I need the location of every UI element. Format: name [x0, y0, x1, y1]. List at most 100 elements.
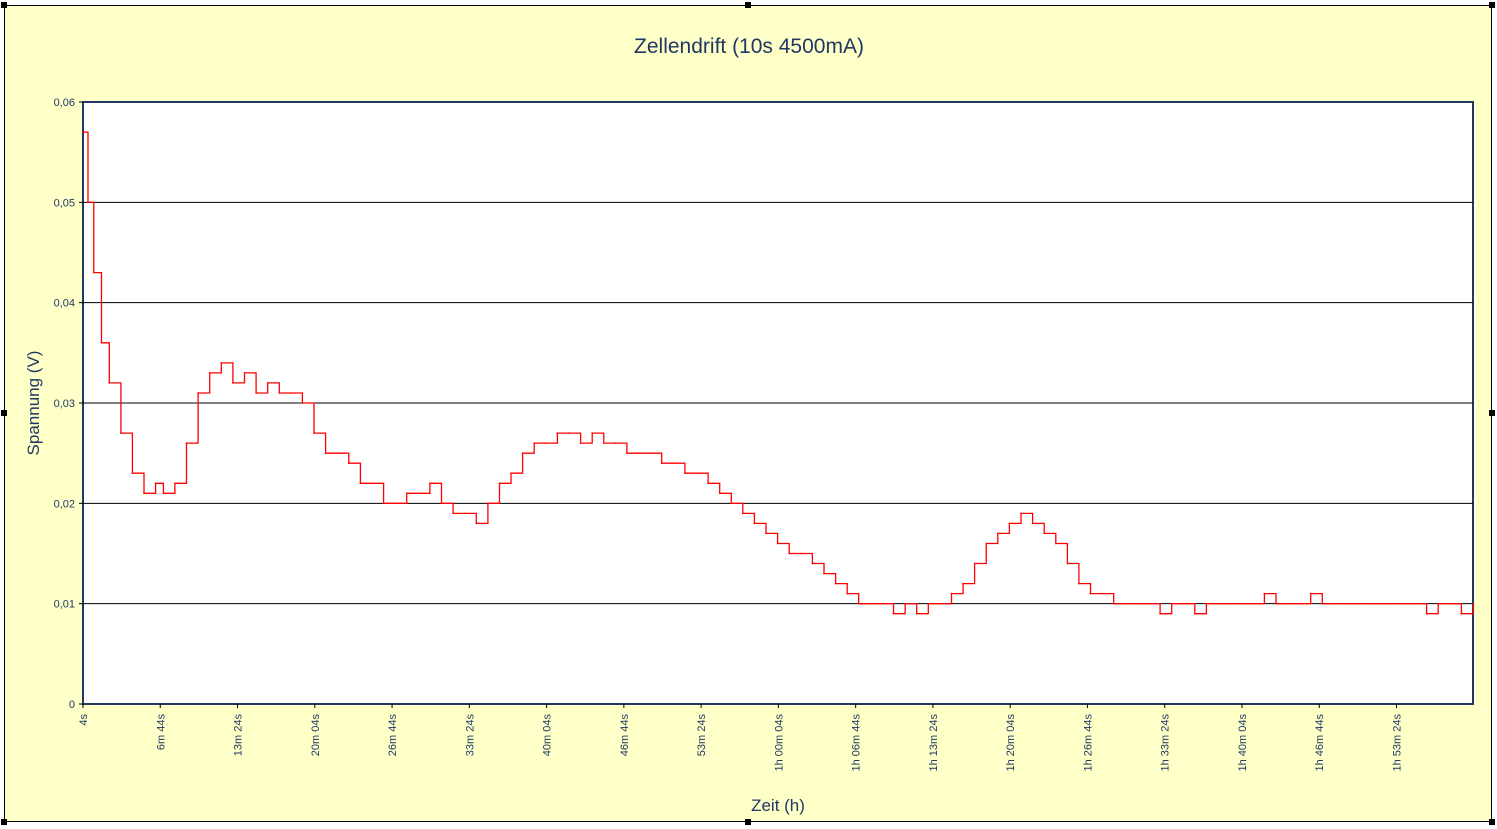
- resize-handle-bottom-center[interactable]: [745, 819, 751, 825]
- data-point: [1078, 582, 1080, 585]
- data-point: [154, 482, 157, 485]
- data-point: [232, 382, 234, 384]
- data-point: [1298, 602, 1300, 605]
- series-layer: [82, 131, 1474, 615]
- x-tick-label: 26m 44s: [387, 714, 399, 757]
- data-point: [1286, 602, 1289, 605]
- data-point: [87, 201, 89, 204]
- data-point: [1414, 602, 1416, 605]
- data-point: [985, 542, 987, 545]
- y-tick-label: 0,05: [54, 197, 75, 209]
- data-point: [220, 362, 223, 364]
- data-point: [498, 482, 501, 485]
- data-point: [846, 592, 848, 595]
- resize-handle-top-right[interactable]: [1489, 2, 1495, 8]
- data-point: [463, 512, 466, 515]
- data-point: [800, 552, 802, 555]
- data-point: [405, 492, 408, 495]
- data-point: [1055, 542, 1057, 545]
- y-tick-label: 0,01: [54, 599, 75, 611]
- data-point: [962, 582, 964, 585]
- data-point: [440, 502, 443, 505]
- data-point: [881, 602, 883, 605]
- data-point: [1124, 602, 1127, 605]
- data-point: [1402, 602, 1405, 605]
- resize-handle-bottom-right[interactable]: [1489, 819, 1495, 825]
- resize-handle-top-center[interactable]: [745, 2, 751, 8]
- chart-area[interactable]: Zellendrift (10s 4500mA) 0 0,01 0,02 0,03 0,…: [4, 5, 1492, 822]
- data-point: [174, 482, 176, 485]
- data-point: [131, 472, 134, 475]
- data-point: [579, 442, 582, 444]
- x-tick-label: 1h 33m 24s: [1160, 714, 1172, 772]
- data-point: [927, 602, 930, 605]
- data-point: [255, 392, 257, 394]
- data-point: [301, 402, 304, 404]
- x-tick-label: 1h 13m 24s: [928, 714, 940, 772]
- data-point: [1240, 602, 1242, 605]
- data-point: [371, 482, 373, 485]
- y-tick-label: 0,03: [54, 398, 75, 410]
- resize-handle-middle-left[interactable]: [1, 410, 7, 416]
- data-point: [1194, 612, 1196, 615]
- data-point: [1159, 612, 1161, 615]
- data-point: [753, 522, 756, 525]
- data-point: [1066, 562, 1069, 565]
- chart-svg: Zellendrift (10s 4500mA) 0 0,01 0,02 0,03 0,…: [24, 35, 1474, 815]
- data-point: [359, 482, 362, 485]
- data-point: [1089, 592, 1092, 595]
- data-point: [417, 492, 420, 495]
- data-point: [1460, 612, 1463, 615]
- data-point: [834, 582, 837, 585]
- data-point: [93, 271, 95, 274]
- data-point: [649, 452, 651, 455]
- data-point: [788, 552, 790, 555]
- data-point: [243, 372, 246, 374]
- x-tick-label: 33m 24s: [464, 714, 476, 757]
- data-point: [1437, 602, 1439, 605]
- data-point: [950, 592, 953, 595]
- data-point: [915, 612, 918, 615]
- data-point: [208, 372, 211, 374]
- data-point: [1309, 592, 1312, 595]
- data-point: [108, 382, 111, 384]
- x-tick-label: 1h 40m 04s: [1237, 714, 1249, 772]
- resize-handle-bottom-left[interactable]: [1, 819, 7, 825]
- data-point: [695, 472, 698, 475]
- resize-handle-middle-right[interactable]: [1489, 410, 1495, 416]
- resize-handle-top-left[interactable]: [1, 2, 7, 8]
- data-point: [429, 482, 431, 485]
- data-point: [1275, 602, 1277, 605]
- x-axis-label: Zeit (h): [751, 796, 805, 815]
- x-tick-label: 1h 00m 04s: [773, 714, 785, 772]
- data-point: [869, 602, 872, 605]
- data-point: [811, 562, 814, 565]
- data-point: [545, 442, 547, 444]
- data-point: [637, 452, 640, 455]
- y-tick-label: 0,06: [54, 97, 75, 109]
- data-point: [857, 602, 860, 605]
- x-tick-label: 13m 24s: [233, 714, 245, 757]
- data-point: [892, 612, 895, 615]
- data-point: [1031, 522, 1034, 525]
- data-point: [997, 532, 999, 535]
- data-point: [776, 542, 779, 545]
- x-tick-label: 1h 26m 44s: [1082, 714, 1094, 772]
- data-point: [82, 131, 84, 133]
- x-tick-label: 46m 44s: [619, 714, 631, 757]
- x-tick-label: 6m 44s: [155, 714, 167, 751]
- data-point: [718, 492, 721, 495]
- data-point: [1263, 592, 1266, 595]
- data-point: [336, 452, 339, 455]
- data-point: [1043, 532, 1045, 535]
- data-point: [197, 392, 199, 394]
- data-point: [487, 502, 489, 505]
- data-point: [1170, 602, 1173, 605]
- data-point: [1344, 602, 1347, 605]
- data-point: [1449, 602, 1451, 605]
- data-point: [684, 472, 686, 475]
- data-point: [382, 502, 385, 505]
- data-point: [1356, 602, 1358, 605]
- data-point: [1217, 602, 1219, 605]
- x-tick-label: 4s: [78, 714, 90, 726]
